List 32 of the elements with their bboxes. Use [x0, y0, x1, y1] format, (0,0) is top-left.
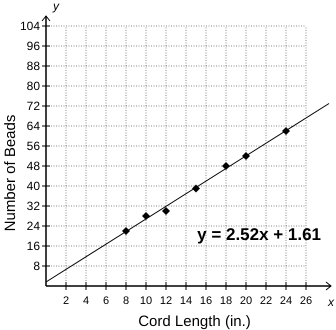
y-tick-label: 40: [26, 179, 40, 193]
x-tick-label: 20: [240, 295, 252, 307]
point: [162, 207, 170, 215]
y-tick-label: 56: [26, 139, 40, 153]
x-tick-label: 8: [122, 295, 130, 307]
y-tick-label: 8: [33, 259, 40, 273]
x-tick-label: 12: [160, 295, 172, 307]
x-tick-label: 24: [280, 295, 292, 307]
y-tick-label: 64: [26, 119, 40, 133]
x-tick-label: 6: [102, 295, 110, 307]
x-tick-label: 2: [62, 295, 70, 307]
y-tick-label: 48: [26, 159, 40, 173]
y-tick-label: 104: [20, 19, 40, 33]
text: x: [327, 295, 335, 309]
y-tick-label: 72: [26, 99, 40, 113]
x-tick-label: 14: [180, 295, 192, 307]
annotation: y = 2.52x + 1.61: [197, 225, 321, 244]
x-tick-label: 10: [140, 295, 152, 307]
y-tick-label: 88: [26, 59, 40, 73]
x-tick-label: 16: [200, 295, 212, 307]
x-tick-label: 26: [300, 295, 312, 307]
y-tick-label: 16: [26, 239, 40, 253]
y-tick-label: 96: [26, 39, 40, 53]
x-tick-label: 4: [82, 295, 90, 307]
text: y: [52, 0, 60, 13]
x-tick-label: 22: [260, 295, 272, 307]
y-axis-title: Number of Beads: [2, 114, 19, 232]
x-tick-label: 18: [220, 295, 232, 307]
x-axis-title: Cord Length (in.): [138, 313, 251, 330]
y-tick-label: 80: [26, 79, 40, 93]
y-tick-label: 24: [26, 219, 40, 233]
y-tick-label: 32: [26, 199, 40, 213]
